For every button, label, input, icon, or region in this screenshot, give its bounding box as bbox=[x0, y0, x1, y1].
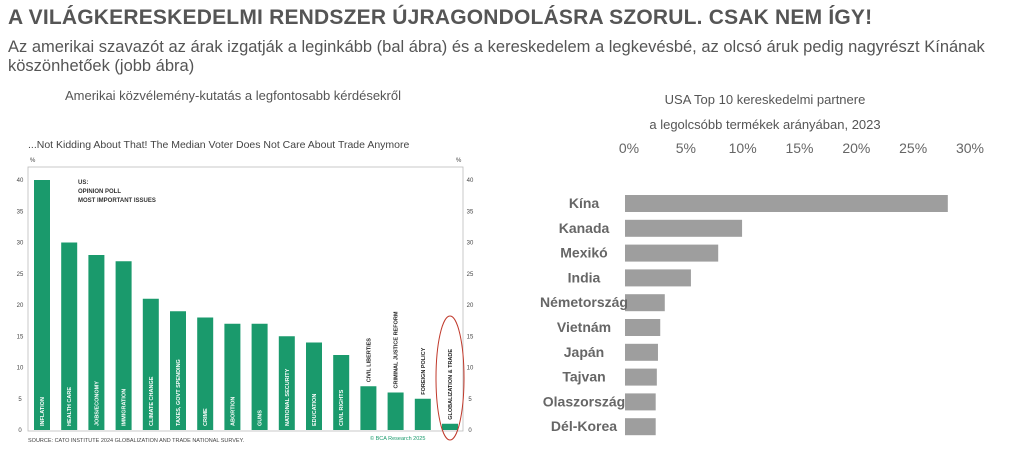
y-tick-left: 5 bbox=[18, 397, 22, 403]
category-label: Mexikó bbox=[560, 245, 607, 261]
category-label: Németország bbox=[540, 294, 628, 310]
right-y-unit: % bbox=[456, 158, 462, 164]
bar bbox=[625, 195, 948, 212]
bar bbox=[197, 317, 214, 430]
left-y-unit: % bbox=[30, 158, 36, 164]
y-tick-left: 30 bbox=[17, 241, 24, 247]
left-chart-caption: Amerikai közvélemény-kutatás a legfontos… bbox=[65, 88, 402, 103]
bar bbox=[625, 393, 656, 411]
bar bbox=[251, 323, 268, 430]
x-tick: 20% bbox=[842, 140, 870, 156]
bar bbox=[625, 269, 691, 287]
bar-label: HEALTH CARE bbox=[67, 387, 73, 426]
bar bbox=[625, 368, 657, 386]
bar bbox=[170, 311, 186, 430]
bar bbox=[442, 423, 458, 430]
category-label: Olaszország bbox=[543, 393, 625, 409]
bar-label: NATIONAL SECURITY bbox=[285, 368, 291, 426]
bar bbox=[625, 219, 743, 237]
bar bbox=[278, 336, 295, 430]
bar bbox=[360, 386, 377, 430]
bar-label: GUNS bbox=[258, 410, 264, 426]
category-label: Dél-Korea bbox=[551, 418, 617, 434]
y-tick-right: 25 bbox=[467, 272, 474, 278]
y-tick-left: 35 bbox=[17, 209, 24, 215]
bar-label: CRIMINAL JUSTICE REFORM bbox=[394, 311, 400, 388]
x-tick: 0% bbox=[619, 140, 639, 156]
bar-label: EDUCATION bbox=[312, 394, 318, 426]
annotation-line1: US: bbox=[78, 180, 88, 186]
bar bbox=[306, 342, 322, 430]
x-tick: 30% bbox=[956, 140, 984, 156]
source-note: SOURCE: CATO INSTITUTE 2024 GLOBALIZATIO… bbox=[28, 438, 245, 444]
bar-label: CIVIL LIBERTIES bbox=[366, 338, 372, 383]
bar bbox=[625, 294, 665, 312]
right-chart-caption-line2: a legolcsóbb termékek arányában, 2023 bbox=[649, 117, 881, 132]
highlight-ellipse bbox=[435, 315, 465, 441]
bar-label: JOBS/ECONOMY bbox=[94, 381, 100, 426]
y-tick-left: 25 bbox=[17, 272, 24, 278]
category-label: Kanada bbox=[559, 220, 610, 236]
plot-frame bbox=[27, 166, 464, 432]
bar-label: TAXES, GOVT SPENDING bbox=[176, 359, 182, 426]
category-label: India bbox=[568, 269, 601, 285]
bar bbox=[625, 319, 661, 336]
y-tick-left: 10 bbox=[17, 366, 24, 372]
right-chart-caption-line1: USA Top 10 kereskedelmi partnere bbox=[664, 92, 866, 107]
bar-label: CLIMATE CHANGE bbox=[149, 376, 155, 426]
category-label: Tajvan bbox=[562, 369, 605, 385]
page-subtitle: Az amerikai szavazót az árak izgatják a … bbox=[8, 38, 985, 75]
page-title: A VILÁGKERESKEDELMI RENDSZER ÚJRAGONDOLÁ… bbox=[8, 6, 873, 29]
y-tick-left: 15 bbox=[17, 334, 24, 340]
y-tick-right: 5 bbox=[468, 397, 472, 403]
y-tick-right: 40 bbox=[467, 178, 474, 184]
y-tick-right: 0 bbox=[468, 428, 472, 434]
x-tick: 15% bbox=[785, 140, 813, 156]
bar-label: ABORTION bbox=[230, 397, 236, 426]
bar-label: GLOBALIZATION & TRADE bbox=[448, 349, 454, 420]
category-label: Japán bbox=[564, 344, 604, 360]
annotation-line2: OPINION POLL bbox=[78, 189, 121, 195]
y-tick-left: 20 bbox=[17, 303, 24, 309]
y-tick-left: 40 bbox=[17, 178, 24, 184]
bar bbox=[115, 261, 132, 430]
bar bbox=[88, 255, 105, 430]
bar bbox=[224, 323, 241, 430]
bar bbox=[333, 355, 350, 430]
category-label: Vietnám bbox=[557, 319, 611, 335]
x-tick: 10% bbox=[729, 140, 757, 156]
bar bbox=[34, 180, 50, 430]
bar-label: CRIME bbox=[203, 408, 209, 426]
bar bbox=[414, 398, 431, 430]
bar-label: CIVIL RIGHTS bbox=[339, 389, 345, 426]
x-tick: 5% bbox=[676, 140, 696, 156]
bar bbox=[625, 418, 656, 436]
bar-label: IMMIGRATION bbox=[122, 389, 128, 426]
category-label: Kína bbox=[569, 195, 600, 211]
y-tick-right: 35 bbox=[467, 209, 474, 215]
bar bbox=[387, 392, 404, 430]
x-tick: 25% bbox=[899, 140, 927, 156]
bar bbox=[142, 298, 159, 430]
bar bbox=[61, 242, 78, 430]
credit-note: © BCA Research 2025 bbox=[370, 435, 425, 442]
y-tick-right: 10 bbox=[467, 366, 474, 372]
bar bbox=[625, 343, 658, 361]
y-tick-right: 30 bbox=[467, 241, 474, 247]
left-chart-title: ...Not Kidding About That! The Median Vo… bbox=[28, 139, 409, 151]
y-tick-left: 0 bbox=[18, 428, 22, 434]
y-tick-right: 15 bbox=[467, 334, 474, 340]
bar-label: FOREIGN POLICY bbox=[421, 347, 427, 394]
y-tick-right: 20 bbox=[467, 303, 474, 309]
bar-label: INFLATION bbox=[40, 397, 46, 426]
annotation-line3: MOST IMPORTANT ISSUES bbox=[78, 198, 156, 204]
bar bbox=[625, 244, 719, 262]
